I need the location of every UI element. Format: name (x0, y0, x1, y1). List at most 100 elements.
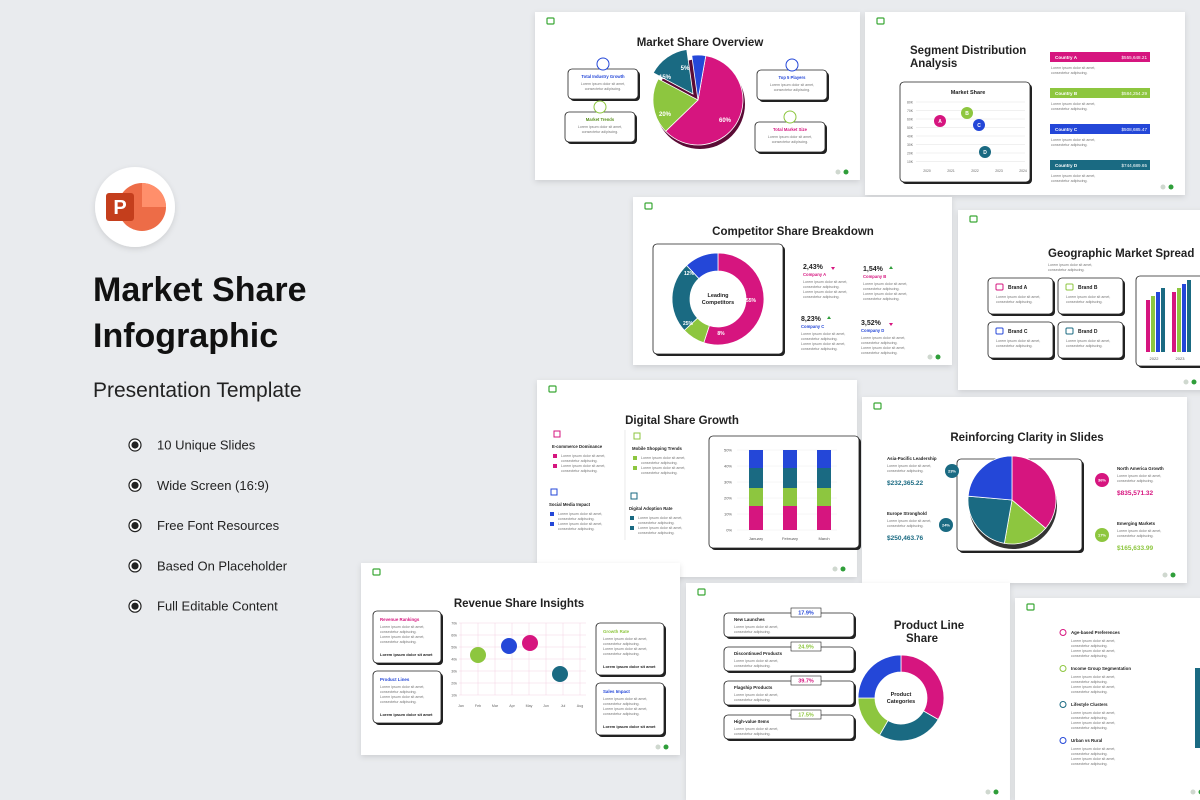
nav-dot (993, 789, 999, 795)
box (723, 612, 855, 638)
body-text: Lorem ipsum dolor sit amet, (996, 295, 1040, 299)
body-text: Lorem ipsum dolor sit amet, (861, 346, 905, 350)
label: 80K (907, 101, 914, 105)
label: Total Market Size (773, 127, 808, 132)
feature: 10 Unique Slides (157, 438, 256, 453)
country-bar (1050, 52, 1150, 62)
label: 2,43% (803, 264, 824, 271)
label: 40% (724, 464, 732, 469)
body-text: Lorem ipsum dolor sit amet, (1071, 639, 1115, 643)
slice (857, 654, 902, 699)
nav-dot (840, 566, 846, 572)
body-text: Lorem ipsum dolor sit amet, (1051, 174, 1095, 178)
label: Top 5 Players (779, 75, 807, 80)
label: Total Industry Growth (581, 74, 625, 79)
box (372, 610, 442, 664)
body-text: consectetur adipiscing. (1071, 690, 1108, 694)
slide-title: Segment Distribution (910, 45, 1026, 57)
icon (630, 492, 638, 500)
label: Lorem ipsum dolor sit amet (380, 652, 433, 657)
bar (817, 488, 831, 506)
icon (633, 432, 641, 440)
slide-logo (876, 17, 885, 25)
icon (1059, 701, 1067, 708)
nav-dot (832, 566, 838, 572)
slice (967, 455, 1013, 501)
label: Aug (577, 704, 583, 708)
label: $232,365.22 (887, 480, 924, 487)
label: Feb (475, 704, 481, 708)
body-text: Lorem ipsum dolor sit amet, (863, 292, 907, 296)
icon (783, 110, 797, 124)
label: 60k (451, 634, 457, 638)
label: $555,648.21 (1121, 55, 1147, 60)
label: Company A (803, 272, 826, 277)
nav-dot (1168, 184, 1174, 190)
icon (596, 57, 610, 71)
bullet (131, 522, 139, 530)
label: E-commerce Dominance (552, 444, 603, 449)
box (899, 81, 1031, 183)
bar (817, 450, 831, 468)
nav-dot (1190, 789, 1196, 795)
label: Income Group Segmentation (1071, 666, 1131, 671)
body-text: Lorem ipsum dolor sit amet, (1051, 138, 1095, 142)
bar (1182, 284, 1186, 352)
value-tag (790, 607, 822, 618)
title: Infographic (93, 317, 278, 355)
bubble (470, 647, 486, 663)
pct-badge (1095, 473, 1109, 487)
label: Mar (492, 704, 499, 708)
bar (1187, 280, 1191, 352)
slide-logo (644, 202, 653, 210)
body-text: Lorem ipsum dolor sit amet, (734, 625, 778, 629)
label: 20K (907, 152, 914, 156)
bar (783, 488, 797, 506)
pct-badge (939, 518, 953, 532)
body-text: consectetur adipiscing. (1051, 143, 1088, 147)
body-text: Lorem ipsum dolor sit amet, (638, 526, 682, 530)
bar (749, 450, 763, 468)
label: Categories (887, 699, 915, 705)
icon (550, 488, 558, 496)
body-text: consectetur adipiscing. (887, 469, 924, 473)
feature: Based On Placeholder (157, 558, 288, 573)
label: D (983, 150, 987, 156)
label: 8,23% (801, 316, 822, 323)
label: Apr (509, 704, 515, 708)
body-text: consectetur adipiscing. (641, 461, 678, 465)
label: 70K (907, 109, 914, 113)
nav-dot (835, 169, 841, 175)
bar (1151, 296, 1155, 352)
label: 0% (726, 528, 732, 533)
label: Lorem ipsum dolor sit amet (603, 724, 656, 729)
body-text: consectetur adipiscing. (863, 287, 900, 291)
body-text: Lorem ipsum dolor sit amet, (603, 707, 647, 711)
icon (995, 327, 1004, 335)
slide-logo (372, 568, 381, 576)
label: North America Growth (1117, 466, 1164, 471)
slide: Reinforcing Clarity in Slides Asia-Pacifi… (862, 397, 1187, 583)
label: 8% (717, 331, 725, 337)
label: Revenue Rankings (380, 617, 420, 622)
bar (1161, 288, 1165, 352)
trend-arrow (889, 266, 893, 269)
pct-badge (1095, 528, 1109, 542)
nav-dot (935, 354, 941, 360)
feature: Wide Screen (16:9) (157, 478, 269, 493)
slice (703, 252, 765, 346)
body-text: Lorem ipsum dolor sit amet, (558, 512, 602, 516)
label: 17% (1098, 533, 1106, 538)
label: $584,254.29 (1121, 91, 1147, 96)
bar (1146, 300, 1150, 352)
bubble (973, 119, 985, 131)
slide: Geographic Market Spread Lorem ipsum dolo… (958, 210, 1200, 390)
icon (995, 283, 1004, 291)
label: High-value Items (734, 719, 770, 724)
body-text: consectetur adipiscing. (734, 698, 771, 702)
body-text: consectetur adipiscing. (734, 664, 771, 668)
body-text: consectetur adipiscing. (641, 471, 678, 475)
slides: Market Share Overview 60% 20% 15% 5% Total In… (361, 12, 1200, 800)
check (550, 522, 554, 526)
